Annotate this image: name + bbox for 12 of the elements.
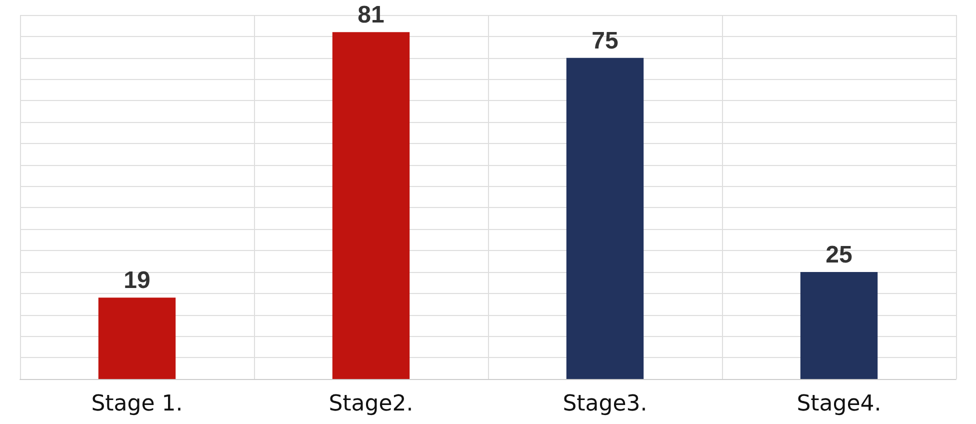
data-label: 25 <box>826 241 852 268</box>
data-label: 81 <box>358 2 384 29</box>
x-tick-label: Stage2. <box>328 392 414 416</box>
bar <box>566 58 644 379</box>
data-label: 75 <box>592 27 618 54</box>
bar <box>800 272 878 379</box>
x-tick-label: Stage4. <box>796 392 882 416</box>
data-label: 19 <box>124 267 150 294</box>
x-tick-label: Stage 1. <box>91 392 183 416</box>
bar <box>98 298 176 379</box>
x-tick-label: Stage3. <box>562 392 648 416</box>
bar <box>332 32 410 379</box>
